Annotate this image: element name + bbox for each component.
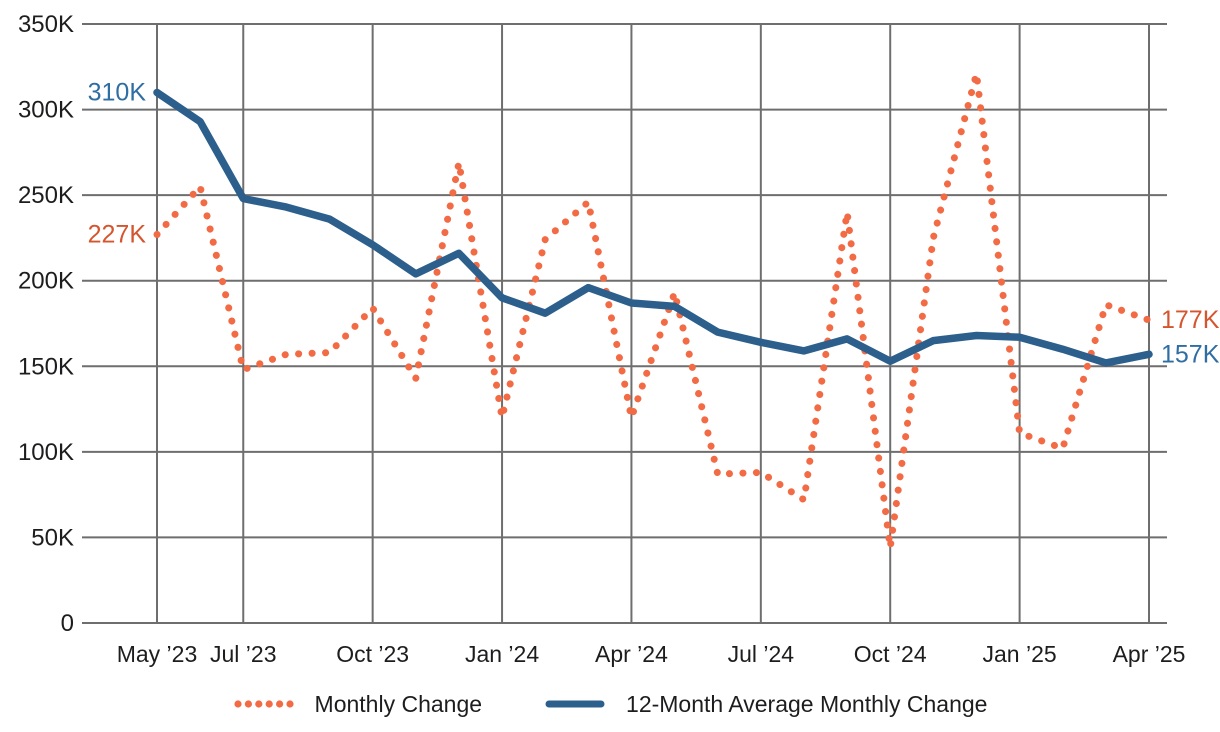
- monthly-change-line: [153, 70, 1153, 552]
- y-tick-label: 300K: [18, 97, 74, 124]
- x-tick-label: Apr ’24: [595, 641, 668, 667]
- legend-label-average-change: 12-Month Average Monthly Change: [626, 690, 988, 717]
- point-label-310k: 310K: [88, 78, 147, 106]
- y-tick-label: 100K: [18, 439, 74, 466]
- point-label-227k: 227K: [88, 221, 147, 249]
- point-label-157k: 157K: [1161, 340, 1220, 368]
- point-label-177k: 177K: [1161, 306, 1220, 334]
- x-tick-label: Jan ’25: [983, 641, 1057, 667]
- y-tick-label: 250K: [18, 182, 74, 209]
- y-tick-label: 200K: [18, 268, 74, 295]
- legend-item-monthly-change: Monthly Change: [233, 690, 483, 718]
- y-tick-label: 0: [61, 610, 74, 637]
- average-monthly-change-line: [153, 88, 1153, 367]
- chart-legend: Monthly Change 12-Month Average Monthly …: [0, 684, 1220, 724]
- legend-label-monthly-change: Monthly Change: [314, 690, 483, 717]
- y-tick-label: 350K: [18, 11, 74, 38]
- y-tick-label: 150K: [18, 353, 74, 380]
- x-tick-label: Oct ’23: [336, 641, 409, 667]
- x-tick-label: Jul ’23: [210, 641, 276, 667]
- dotted-line-swatch-icon: [233, 700, 294, 708]
- x-tick-label: Oct ’24: [854, 641, 927, 667]
- legend-item-average-change: 12-Month Average Monthly Change: [544, 691, 987, 718]
- solid-line-swatch-icon: [545, 700, 605, 708]
- x-tick-label: May ’23: [117, 641, 198, 667]
- x-tick-label: Apr ’25: [1113, 641, 1186, 667]
- y-tick-label: 50K: [31, 524, 74, 551]
- x-tick-label: Jan ’24: [465, 641, 539, 667]
- x-tick-label: Jul ’24: [728, 641, 795, 667]
